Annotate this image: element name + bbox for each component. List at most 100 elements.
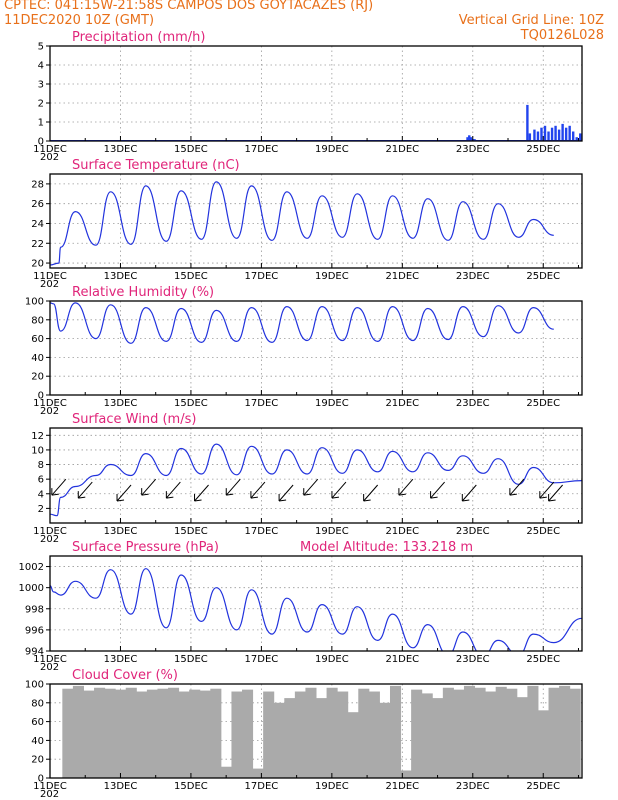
cloud-bar bbox=[104, 688, 116, 778]
panel-title: Cloud Cover (%) bbox=[72, 668, 178, 683]
wind-vector bbox=[165, 481, 181, 499]
y-tick-label: 20 bbox=[31, 259, 44, 270]
wind-arrowhead bbox=[225, 488, 234, 496]
plot-frame bbox=[49, 683, 583, 779]
wind-vector bbox=[398, 478, 414, 496]
wind-vector bbox=[51, 478, 67, 496]
panel-title: Surface Temperature (nC) bbox=[72, 158, 240, 173]
cloud-bar bbox=[506, 688, 518, 778]
y-tick-label: 996 bbox=[25, 625, 44, 636]
panel-5: 994 996 998 1000 1002 11DEC 13DEC 15DEC 17DEC 19D… bbox=[19, 540, 583, 673]
x-tick-label: 17DEC bbox=[245, 526, 279, 537]
cloud-bar bbox=[72, 685, 84, 778]
cloud-bar bbox=[199, 690, 211, 778]
x-year-label: 202 bbox=[40, 279, 59, 290]
x-tick-label: 11DEC bbox=[33, 398, 67, 409]
precip-bar bbox=[528, 133, 532, 141]
vertical-grid-line-label: Vertical Grid Line: 10Z bbox=[458, 13, 604, 28]
x-tick-label: 19DEC bbox=[315, 144, 349, 155]
x-tick-label: 25DEC bbox=[526, 144, 560, 155]
wind-vector bbox=[430, 481, 445, 499]
x-tick-label: 11DEC bbox=[33, 271, 67, 282]
cloud-bar bbox=[559, 685, 571, 778]
cloud-bar bbox=[252, 768, 264, 778]
plot-frame bbox=[49, 45, 583, 142]
y-tick-label: 20 bbox=[31, 372, 44, 383]
cloud-bar bbox=[485, 691, 497, 778]
panel-1: 0 1 2 3 4 5 11DEC 13DEC 15DEC 17DEC 19DEC 21DEC 23DE… bbox=[33, 30, 583, 163]
y-tick-label: 1000 bbox=[19, 583, 44, 594]
x-tick-label: 15DEC bbox=[174, 398, 208, 409]
cloud-bar bbox=[146, 689, 158, 778]
wind-arrowhead bbox=[548, 494, 556, 502]
wind-vector bbox=[539, 481, 555, 499]
cloud-bar bbox=[527, 685, 539, 778]
plot-frame bbox=[49, 555, 583, 652]
y-tick-label: 60 bbox=[31, 334, 44, 345]
x-tick-label: 21DEC bbox=[385, 654, 419, 665]
x-year-label: 202 bbox=[40, 152, 59, 163]
cloud-bar bbox=[210, 688, 222, 778]
panel-2: 20 22 24 26 28 11DEC 13DEC 15DEC 17DEC 19DEC 21DEC… bbox=[31, 158, 583, 290]
wind-speed-line bbox=[49, 443, 583, 517]
wind-vector bbox=[548, 484, 563, 502]
cloud-bar bbox=[421, 693, 433, 778]
y-tick-label: 60 bbox=[31, 717, 44, 728]
wind-arrowhead bbox=[461, 494, 470, 502]
series-line bbox=[50, 302, 554, 344]
x-tick-label: 25DEC bbox=[526, 526, 560, 537]
y-tick-label: 10 bbox=[31, 445, 44, 456]
precip-bar bbox=[554, 125, 557, 141]
cloud-bar bbox=[411, 689, 423, 778]
wind-arrowhead bbox=[51, 488, 59, 496]
x-tick-label: 11DEC bbox=[33, 526, 67, 537]
panel-6: 0 20 40 60 80 100 11DEC 13DEC 15DEC 17DEC 19DEC 21D… bbox=[25, 668, 583, 800]
x-tick-label: 23DEC bbox=[456, 398, 490, 409]
precip-bar bbox=[533, 129, 536, 141]
x-year-label: 202 bbox=[40, 534, 59, 545]
precip-bar bbox=[536, 131, 540, 141]
y-tick-label: 40 bbox=[31, 736, 44, 747]
cloud-bar bbox=[453, 689, 465, 778]
x-tick-label: 21DEC bbox=[385, 271, 419, 282]
wind-arrowhead bbox=[430, 491, 438, 499]
y-tick-label: 994 bbox=[25, 647, 44, 658]
x-tick-label: 17DEC bbox=[245, 398, 279, 409]
precip-bar bbox=[575, 137, 578, 141]
wind-arrowhead bbox=[331, 491, 340, 499]
y-tick-label: 4 bbox=[38, 61, 44, 72]
x-tick-label: 19DEC bbox=[315, 271, 349, 282]
y-tick-label: 22 bbox=[31, 239, 44, 250]
precip-bar bbox=[561, 123, 564, 141]
x-tick-label: 25DEC bbox=[526, 398, 560, 409]
y-tick-label: 0 bbox=[38, 774, 44, 785]
wind-arrowhead bbox=[194, 494, 202, 502]
cloud-bar bbox=[220, 766, 232, 778]
x-tick-label: 21DEC bbox=[385, 526, 419, 537]
model-code: TQ0126L028 bbox=[520, 28, 604, 43]
x-tick-label: 19DEC bbox=[315, 654, 349, 665]
wind-vector bbox=[194, 484, 209, 502]
wind-vector bbox=[278, 484, 294, 502]
x-tick-label: 23DEC bbox=[456, 781, 490, 792]
x-tick-label: 13DEC bbox=[104, 781, 138, 792]
cloud-bar bbox=[432, 698, 444, 778]
y-tick-label: 6 bbox=[38, 475, 44, 486]
x-tick-label: 23DEC bbox=[456, 526, 490, 537]
series-line bbox=[50, 568, 582, 651]
y-tick-label: 24 bbox=[31, 219, 44, 230]
x-tick-label: 17DEC bbox=[245, 144, 279, 155]
x-tick-label: 25DEC bbox=[526, 654, 560, 665]
cloud-bar bbox=[316, 698, 328, 778]
panel-title: Relative Humidity (%) bbox=[72, 285, 214, 300]
y-tick-label: 40 bbox=[31, 353, 44, 364]
cloud-bar bbox=[115, 689, 127, 778]
y-tick-label: 12 bbox=[31, 431, 44, 442]
cloud-bar bbox=[358, 688, 370, 778]
wind-arrowhead bbox=[250, 491, 258, 499]
wind-arrowhead bbox=[116, 494, 125, 502]
precip-bar bbox=[466, 137, 469, 141]
y-tick-label: 4 bbox=[38, 489, 44, 500]
x-tick-label: 25DEC bbox=[526, 781, 560, 792]
x-tick-label: 21DEC bbox=[385, 398, 419, 409]
